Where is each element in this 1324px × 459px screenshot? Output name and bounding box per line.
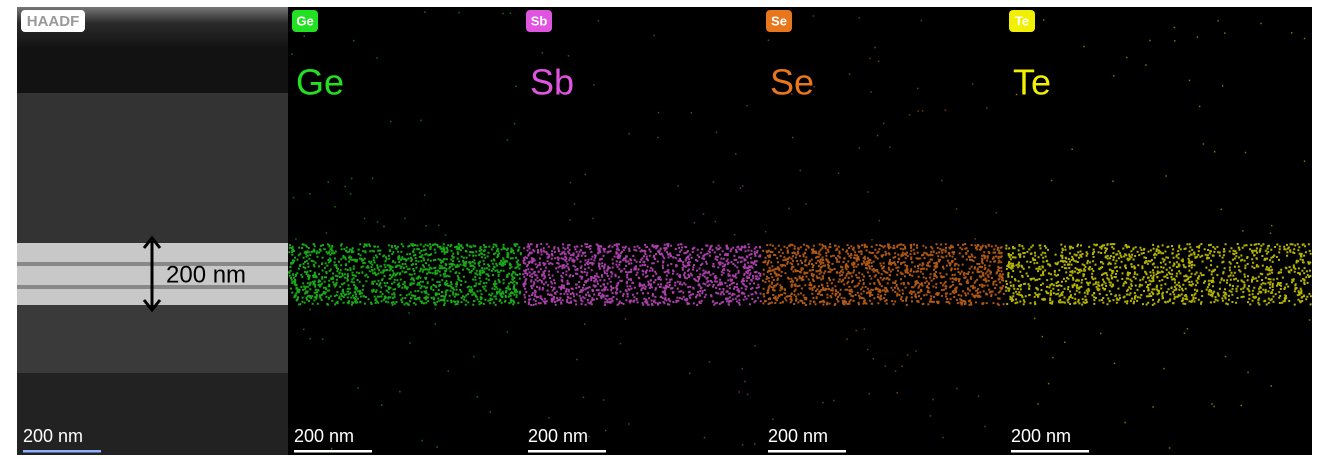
scale-bar: [23, 450, 101, 453]
badge-label: Se: [771, 13, 787, 28]
scale-bar-label: 200 nm: [23, 426, 83, 446]
element-map: Sb Sb 200 nm: [522, 7, 762, 455]
element-map: Se Se 200 nm: [762, 7, 1005, 455]
element-label: Ge: [296, 62, 344, 103]
element-label: Sb: [530, 62, 574, 103]
figure: 200 nmHAADF200 nm GeGe200 nmSbSb200 nmSe…: [0, 0, 1324, 459]
element-label: Se: [770, 62, 814, 103]
capping-layer: [17, 47, 288, 93]
scale-bar-label: 200 nm: [528, 426, 588, 446]
haadf-panel: 200 nm HAADF 200 nm: [17, 7, 288, 455]
scale-bar: [768, 450, 846, 453]
scale-bar: [1011, 450, 1089, 453]
oxide-layer: [17, 305, 288, 373]
scale-bar-label: 200 nm: [1011, 426, 1071, 446]
badge-label: Sb: [531, 13, 548, 28]
badge-label: HAADF: [27, 13, 80, 30]
scale-bar: [528, 450, 606, 453]
badge-label: Te: [1015, 13, 1029, 28]
oxide-layer: [17, 93, 288, 243]
element-map: Ge Ge 200 nm: [288, 7, 522, 455]
badge-label: Ge: [296, 13, 313, 28]
scale-bar-label: 200 nm: [768, 426, 828, 446]
scale-bar: [294, 450, 372, 453]
map-background: [1005, 7, 1312, 455]
scale-bar-label: 200 nm: [294, 426, 354, 446]
element-label: Te: [1013, 62, 1051, 103]
element-map: Te Te 200 nm: [1005, 7, 1312, 455]
thickness-annotation: 200 nm: [166, 261, 246, 288]
